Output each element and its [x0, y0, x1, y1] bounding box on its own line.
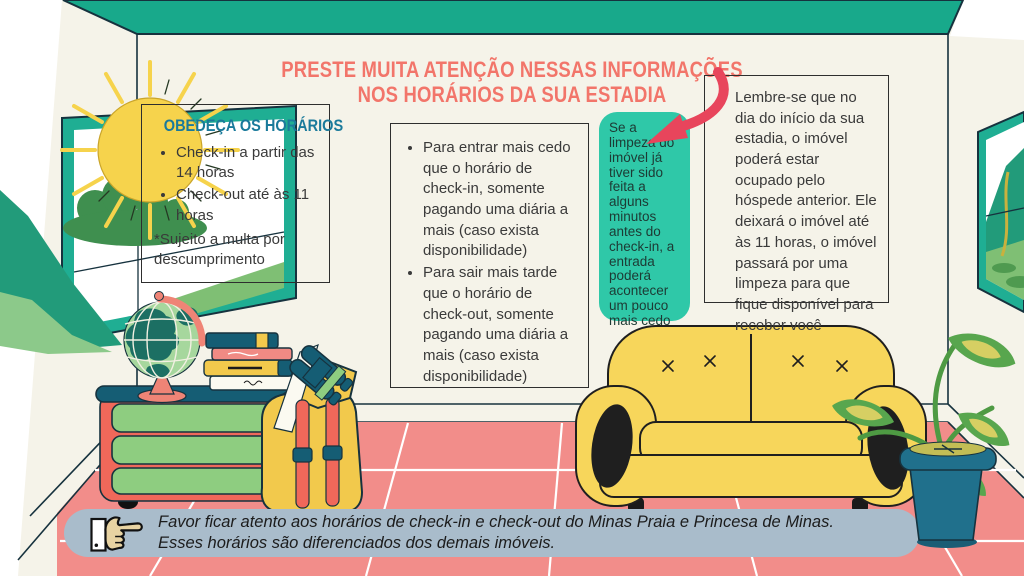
- title-line-1: PRESTE MUITA ATENÇÃO NESSAS INFORMAÇÕES: [281, 57, 743, 82]
- plant-icon: [832, 333, 1016, 548]
- right-window: [977, 110, 1024, 314]
- extra-fee-item: Para sair mais tarde que o horário de ch…: [423, 263, 578, 387]
- footer-banner: Favor ficar atento aos horários de check…: [64, 509, 920, 557]
- mountains-left: [0, 190, 122, 354]
- curved-arrow-icon: [646, 67, 729, 144]
- schedule-box: OBEDEÇA OS HORÁRIOS Check-in a partir da…: [141, 104, 344, 283]
- sofa-tufts: [662, 355, 848, 372]
- footer-line-1: Favor ficar atento aos horários de check…: [158, 512, 834, 531]
- schedule-footnote: *Sujeito a multa por descumprimento: [154, 230, 285, 269]
- ceiling: [62, 0, 965, 35]
- potted-plant: [830, 330, 1024, 576]
- title-line-2: NOS HORÁRIOS DA SUA ESTADIA: [357, 81, 667, 107]
- arrow-to-note: [630, 66, 740, 156]
- books-stack: [203, 332, 299, 391]
- extra-fee-list: Para entrar mais cedo que o horário de c…: [401, 138, 578, 387]
- sun-icon: [60, 60, 240, 240]
- schedule-item: Check-in a partir das 14 horas: [176, 143, 317, 184]
- reminder-box: Lembre-se que no dia do início da sua es…: [704, 75, 889, 334]
- schedule-list: Check-in a partir das 14 horas Check-out…: [154, 143, 317, 227]
- early-entry-note: Se a limpeza do imóvel já tiver sido fei…: [599, 112, 690, 328]
- page-title: PRESTE MUITA ATENÇÃO NESSAS INFORMAÇÕES …: [277, 57, 747, 107]
- sofa: [575, 325, 927, 512]
- extra-fee-box: Para entrar mais cedo que o horário de c…: [390, 123, 589, 388]
- footer-line-2: Esses horários são diferenciados dos dem…: [158, 534, 556, 552]
- binoculars-icon: [289, 345, 354, 406]
- reminder-item: Lembre-se que no dia do início da sua es…: [735, 88, 878, 336]
- schedule-heading: OBEDEÇA OS HORÁRIOS: [163, 117, 344, 135]
- footer-text: Favor ficar atento aos horários de check…: [158, 512, 834, 554]
- globe-icon: [123, 291, 206, 404]
- schedule-item: Check-out até às 11 horas: [176, 185, 317, 226]
- extra-fee-item: Para entrar mais cedo que o horário de c…: [423, 138, 578, 262]
- pointing-hand-icon: [90, 516, 143, 552]
- plant-pot: [899, 441, 997, 548]
- plant-stems: [857, 343, 995, 457]
- outside-right: [950, 0, 1024, 40]
- reminder-list: Lembre-se que no dia do início da sua es…: [713, 88, 878, 336]
